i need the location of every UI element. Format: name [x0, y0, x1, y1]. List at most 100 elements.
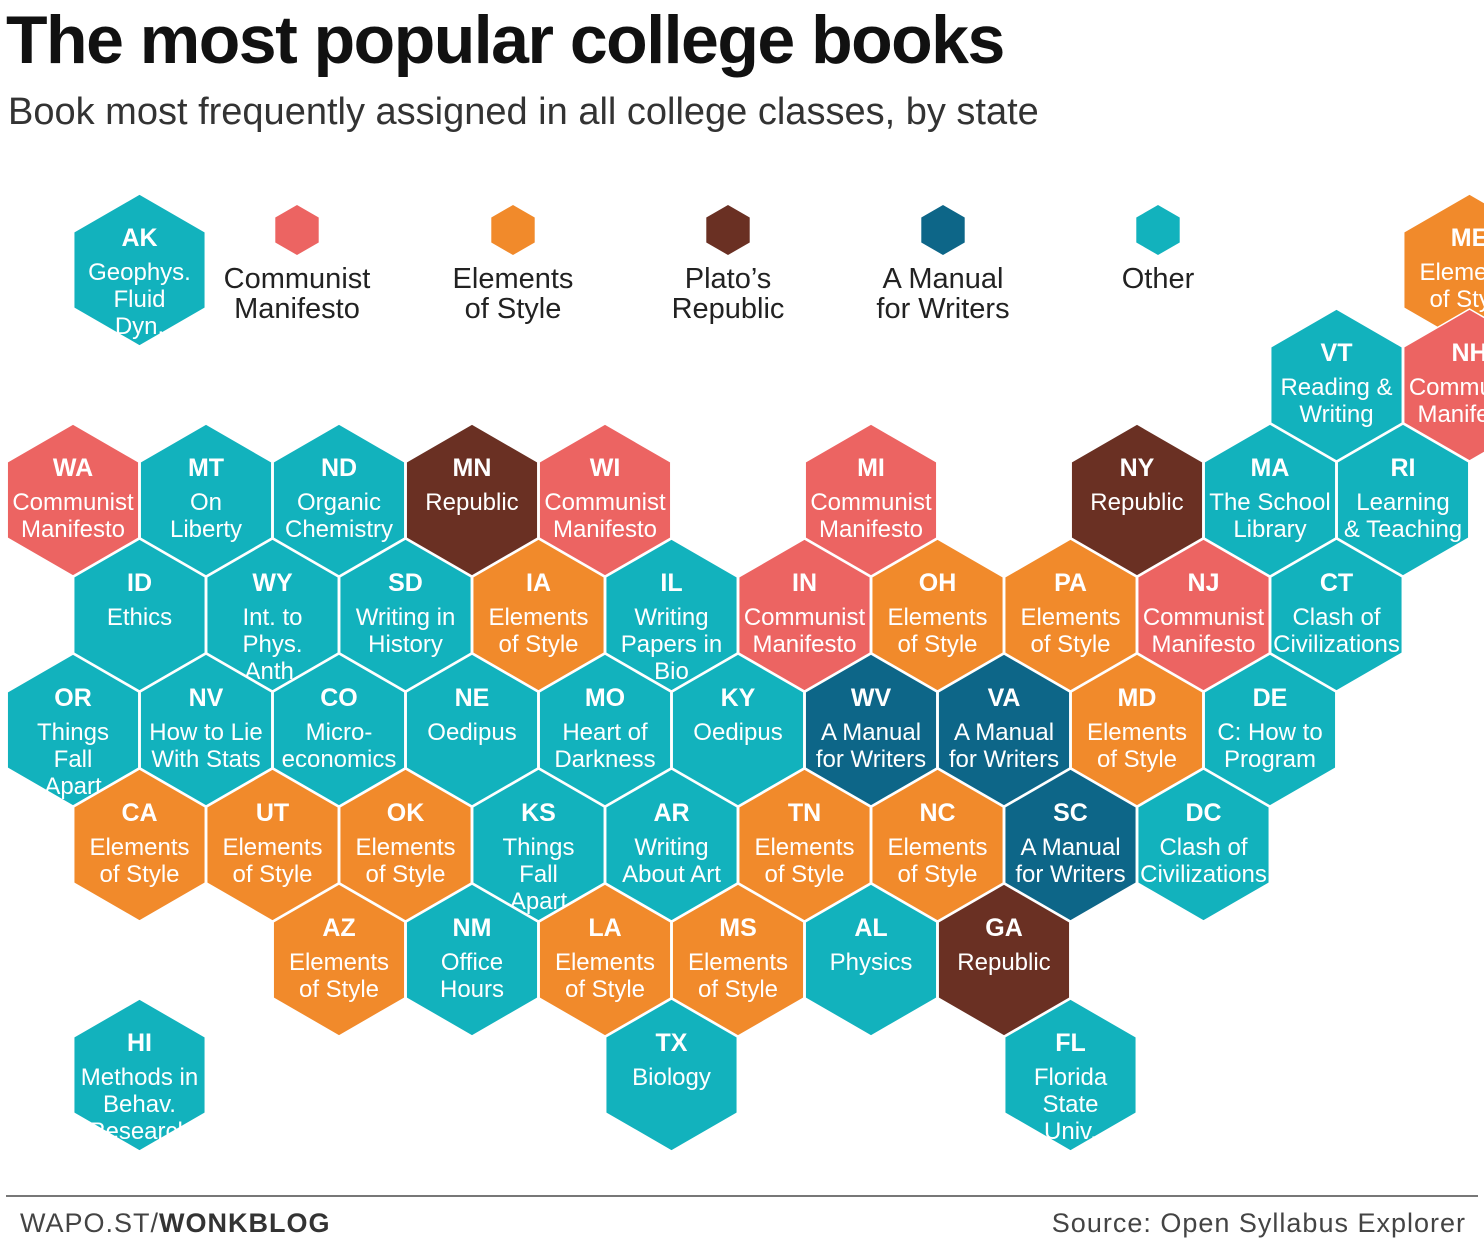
- state-book-line: Communist: [12, 489, 134, 516]
- state-code: NH: [1451, 339, 1484, 367]
- state-book-line: A Manual: [954, 719, 1054, 746]
- hex-shape: [72, 538, 207, 692]
- state-code: DE: [1253, 684, 1288, 712]
- state-code: UT: [256, 799, 289, 827]
- state-book-line: Writing in: [356, 604, 456, 631]
- state-code: AL: [854, 914, 887, 942]
- legend-label: Communist: [224, 263, 371, 295]
- state-book-line: Florida: [1034, 1064, 1108, 1091]
- state-code: IN: [792, 569, 817, 597]
- state-book-line: of Style: [1097, 746, 1177, 773]
- state-book-line: Univ.: [1044, 1118, 1097, 1145]
- state-code: CO: [320, 684, 358, 712]
- state-code: NV: [189, 684, 224, 712]
- hex-shape: [1003, 768, 1138, 922]
- hex-shape: [405, 883, 539, 1037]
- state-code: GA: [985, 914, 1023, 942]
- state-code: MS: [719, 914, 757, 942]
- state-code: CA: [121, 799, 157, 827]
- hex-shape: [405, 653, 539, 807]
- legend-swatch: [275, 205, 319, 255]
- state-book-line: Phys.: [242, 631, 302, 658]
- state-code: NE: [455, 684, 490, 712]
- state-book-line: Clash of: [1159, 834, 1247, 861]
- state-book-line: Writing: [634, 834, 708, 861]
- state-book-line: Manifesto: [553, 516, 657, 543]
- state-book-line: Fall: [519, 861, 558, 888]
- state-book-line: Darkness: [554, 746, 655, 773]
- state-code: RI: [1391, 454, 1416, 482]
- hex-shape: [205, 538, 340, 692]
- state-book-line: for Writers: [1015, 861, 1125, 888]
- hex-shape: [1003, 538, 1138, 692]
- state-book-line: Elements: [289, 949, 389, 976]
- state-book-line: Writing: [1299, 401, 1373, 428]
- page-subtitle: Book most frequently assigned in all col…: [8, 91, 1039, 133]
- footer-divider: [6, 1195, 1478, 1197]
- state-book-line: Biology: [632, 1064, 711, 1091]
- hex-shape: [139, 653, 273, 807]
- state-book-line: Elements: [222, 834, 322, 861]
- state-book-line: Civilizations: [1140, 861, 1267, 888]
- state-book-line: Manifesto: [819, 516, 923, 543]
- hex-shape: [1136, 538, 1271, 692]
- footer-brand-prefix: WAPO.ST/: [20, 1208, 160, 1238]
- state-book-line: Communist: [544, 489, 666, 516]
- state-hex-id: ID Ethics: [72, 538, 207, 692]
- hex-shape: [471, 538, 606, 692]
- state-code: IL: [660, 569, 682, 597]
- state-code: KY: [721, 684, 756, 712]
- state-book-line: Library: [1233, 516, 1306, 543]
- state-code: ME: [1451, 224, 1484, 252]
- state-book-line: Methods in: [81, 1064, 198, 1091]
- state-book-line: Fluid: [113, 286, 165, 313]
- state-book-line: Behav.: [103, 1091, 176, 1118]
- state-book-line: Hours: [440, 976, 504, 1003]
- hex-shape: [471, 768, 606, 922]
- hex-shape: [72, 998, 207, 1152]
- hex-shape: [1070, 653, 1204, 807]
- hex-shape: [538, 883, 672, 1037]
- state-book-line: Elements: [688, 949, 788, 976]
- state-book-line: Office: [441, 949, 503, 976]
- state-book-line: Heart of: [562, 719, 648, 746]
- legend-swatch: [706, 205, 750, 255]
- state-book-line: of Style: [1030, 631, 1110, 658]
- state-hex-al: AL Physics: [804, 883, 938, 1037]
- state-book-line: Bio: [654, 658, 689, 685]
- state-book-line: A Manual: [1020, 834, 1120, 861]
- state-book-line: Communist: [744, 604, 866, 631]
- state-book-line: Program: [1224, 746, 1316, 773]
- state-code: MT: [188, 454, 224, 482]
- state-code: TX: [656, 1029, 688, 1057]
- state-book-line: Elements: [1020, 604, 1120, 631]
- hex-shape: [72, 193, 207, 347]
- hex-shape: [671, 883, 805, 1037]
- state-code: WI: [590, 454, 621, 482]
- state-code: OH: [919, 569, 957, 597]
- page-title: The most popular college books: [6, 2, 1005, 78]
- state-hex-ky: KY Oedipus: [671, 653, 805, 807]
- state-book-line: Oedipus: [693, 719, 782, 746]
- hex-shape: [1070, 423, 1204, 577]
- state-code: HI: [127, 1029, 152, 1057]
- state-code: PA: [1054, 569, 1087, 597]
- state-book-line: Communist: [1409, 374, 1484, 401]
- state-book-line: Communist: [810, 489, 932, 516]
- legend-label: Other: [1122, 263, 1195, 295]
- state-book-line: Elements: [555, 949, 655, 976]
- state-book-line: Things: [37, 719, 109, 746]
- state-hex-vt: VT Reading &Writing: [1269, 308, 1404, 462]
- state-book-line: Geophys.: [88, 259, 191, 286]
- hex-shape: [338, 538, 473, 692]
